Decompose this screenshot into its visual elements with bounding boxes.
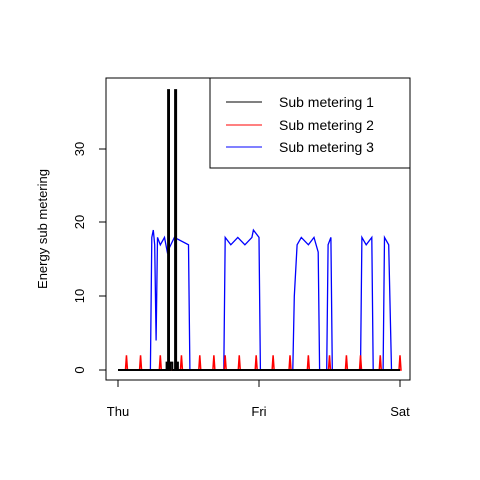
series-sub-metering-3-line [118, 228, 400, 371]
x-ticks: Thu Fri Sat [107, 380, 410, 419]
legend-box [209, 77, 411, 169]
legend: Sub metering 1 Sub metering 2 Sub meteri… [209, 77, 411, 169]
legend-label-3: Sub metering 3 [279, 139, 374, 155]
y-tick-label-30: 30 [72, 142, 87, 156]
series-sub-metering-2-line [118, 355, 402, 371]
y-ticks: 0 10 20 30 [72, 142, 106, 374]
series-layer [118, 89, 402, 371]
y-axis-label: Energy sub metering [35, 169, 50, 289]
series-sub-metering-1-line [118, 89, 400, 371]
y-tick-label-20: 20 [72, 215, 87, 229]
x-tick-label-thu: Thu [107, 404, 129, 419]
axes: Thu Fri Sat 0 10 20 30 Energy sub meteri… [35, 142, 410, 419]
y-tick-label-0: 0 [72, 366, 87, 373]
legend-label-1: Sub metering 1 [279, 94, 374, 110]
legend-label-2: Sub metering 2 [279, 117, 374, 133]
x-tick-label-sat: Sat [390, 404, 410, 419]
x-tick-label-fri: Fri [251, 404, 266, 419]
y-tick-label-10: 10 [72, 289, 87, 303]
